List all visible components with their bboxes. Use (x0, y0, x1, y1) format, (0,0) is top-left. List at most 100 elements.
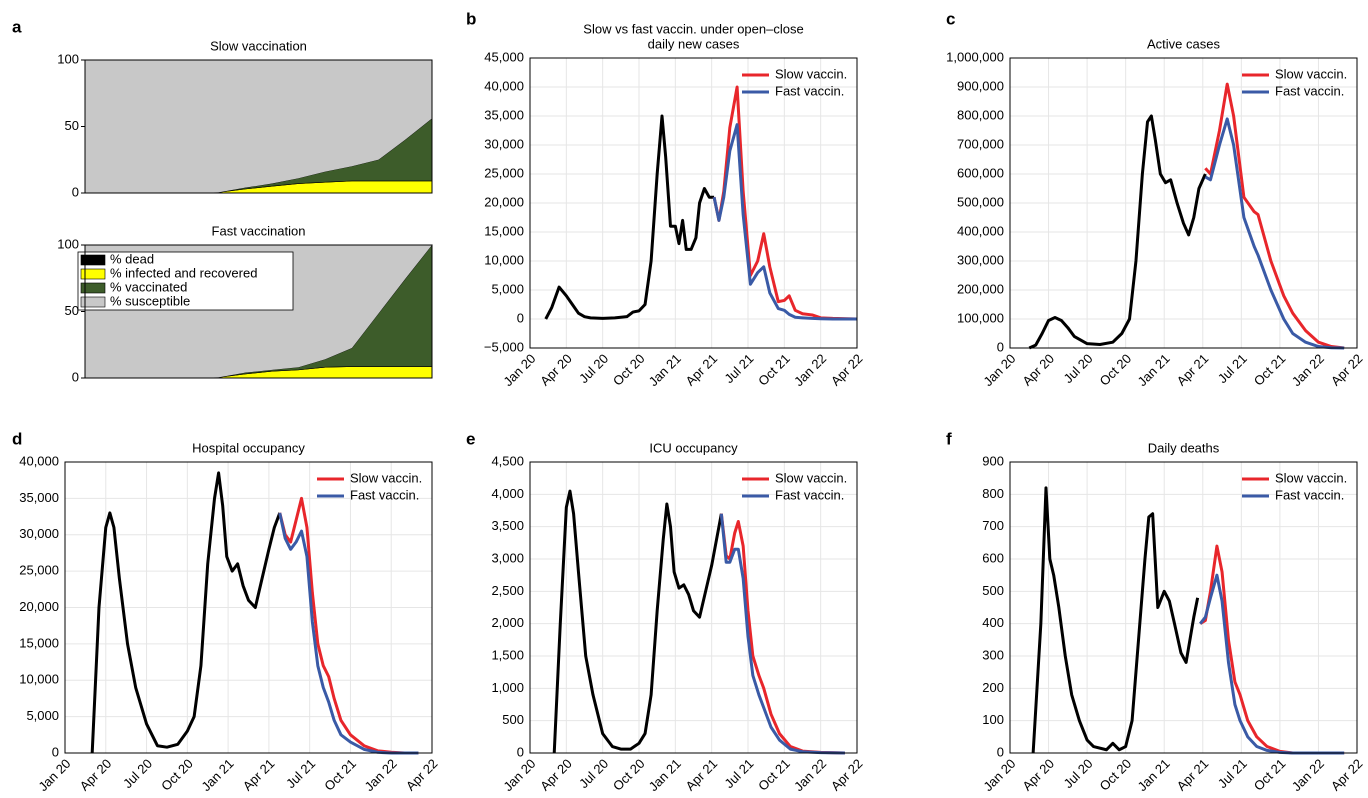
chart-subtitle: daily new cases (648, 36, 740, 51)
x-tick-label: Jul 20 (576, 351, 611, 386)
y-tick-label: 400 (982, 615, 1004, 630)
x-tick-label: Oct 21 (321, 756, 359, 794)
area-band (85, 60, 432, 193)
y-tick-label: −5,000 (484, 339, 524, 354)
x-tick-label: Jul 21 (721, 351, 756, 386)
y-tick-label: 100 (57, 236, 79, 251)
y-tick-label: 600,000 (957, 165, 1004, 180)
legend-label: Fast vaccin. (775, 487, 844, 502)
y-tick-label: 0 (517, 310, 524, 325)
x-tick-label: Apr 21 (1174, 756, 1212, 794)
y-tick-label: 4,000 (491, 486, 524, 501)
legend-label: Slow vaccin. (775, 66, 847, 81)
y-tick-label: 1,500 (491, 647, 524, 662)
x-tick-label: Apr 22 (1328, 351, 1366, 389)
chart-title: ICU occupancy (649, 440, 738, 455)
panel-letter: b (466, 9, 476, 28)
legend-label: % vaccinated (110, 279, 187, 294)
x-tick-label: Oct 21 (1251, 756, 1289, 794)
y-tick-label: 200 (982, 680, 1004, 695)
plot-frame (1009, 57, 1358, 349)
series-line (544, 114, 715, 320)
legend-swatch (80, 268, 106, 280)
legend-label: Fast vaccin. (1275, 487, 1344, 502)
x-tick-label: Jan 20 (500, 756, 538, 794)
x-tick-label: Jan 20 (980, 351, 1018, 389)
x-tick-label: Jan 20 (500, 351, 538, 389)
plot-frame (529, 57, 858, 349)
y-tick-label: 50 (65, 118, 79, 133)
x-tick-label: Oct 21 (755, 756, 793, 794)
y-tick-label: 100,000 (957, 310, 1004, 325)
y-tick-label: 2,500 (491, 583, 524, 598)
series-line (552, 489, 723, 754)
x-tick-label: Jul 20 (1061, 351, 1096, 386)
x-tick-label: Apr 22 (1328, 756, 1366, 794)
x-tick-label: Jan 22 (1289, 351, 1327, 389)
y-tick-label: 35,000 (484, 107, 524, 122)
series-line (719, 513, 845, 755)
x-tick-label: Apr 21 (683, 351, 721, 389)
x-tick-label: Jul 21 (1215, 351, 1250, 386)
y-tick-label: 0 (52, 744, 59, 759)
x-tick-label: Apr 20 (537, 756, 575, 794)
panel-letter: d (12, 429, 22, 448)
x-tick-label: Oct 21 (755, 351, 793, 389)
chart-title: Hospital occupancy (192, 440, 305, 455)
series-line (1204, 82, 1345, 350)
y-tick-label: 700,000 (957, 136, 1004, 151)
legend-label: % infected and recovered (110, 265, 257, 280)
x-tick-label: Jan 21 (646, 351, 684, 389)
y-tick-label: 1,000 (491, 680, 524, 695)
legend-label: % susceptible (110, 293, 190, 308)
x-tick-label: Oct 20 (1097, 756, 1135, 794)
y-tick-label: 40,000 (19, 453, 59, 468)
x-tick-label: Jan 22 (1289, 756, 1327, 794)
x-tick-label: Apr 20 (537, 351, 575, 389)
y-tick-label: 15,000 (484, 223, 524, 238)
x-tick-label: Jan 21 (1135, 756, 1173, 794)
chart-title: Slow vs fast vaccin. under open–close (583, 21, 803, 36)
x-tick-label: Oct 20 (158, 756, 196, 794)
chart-title: Slow vaccination (210, 38, 307, 53)
x-tick-label: Jul 21 (283, 756, 318, 791)
y-tick-label: 25,000 (484, 165, 524, 180)
series-line (1204, 117, 1345, 350)
y-tick-label: 500 (502, 712, 524, 727)
y-tick-label: 0 (997, 744, 1004, 759)
x-tick-label: Jan 22 (791, 756, 829, 794)
chart-title: Fast vaccination (212, 223, 306, 238)
y-tick-label: 40,000 (484, 78, 524, 93)
y-tick-label: 10,000 (484, 252, 524, 267)
series-line (1031, 486, 1200, 754)
y-tick-label: 100 (57, 51, 79, 66)
panel-letter: c (946, 9, 955, 28)
y-tick-label: 800,000 (957, 107, 1004, 122)
x-tick-label: Jan 21 (1135, 351, 1173, 389)
plot-frame (64, 461, 433, 754)
legend-swatch (80, 296, 106, 308)
x-tick-label: Oct 20 (610, 756, 648, 794)
chart-title: Active cases (1147, 36, 1220, 51)
x-tick-label: Oct 20 (1097, 351, 1135, 389)
y-tick-label: 30,000 (484, 136, 524, 151)
legend-label: Slow vaccin. (775, 470, 847, 485)
legend-label: Slow vaccin. (1275, 66, 1347, 81)
y-tick-label: 900,000 (957, 78, 1004, 93)
plot-frame (529, 461, 858, 754)
plot-frame (1009, 461, 1358, 754)
legend-label: Slow vaccin. (1275, 470, 1347, 485)
y-tick-label: 15,000 (19, 635, 59, 650)
y-tick-label: 4,500 (491, 453, 524, 468)
y-tick-label: 500 (982, 583, 1004, 598)
x-tick-label: Jan 20 (980, 756, 1018, 794)
y-tick-label: 100 (982, 712, 1004, 727)
y-tick-label: 400,000 (957, 223, 1004, 238)
y-tick-label: 3,500 (491, 518, 524, 533)
x-tick-label: Apr 22 (403, 756, 441, 794)
legend-label: Fast vaccin. (350, 487, 419, 502)
x-tick-label: Apr 20 (77, 756, 115, 794)
series-line (1199, 544, 1345, 755)
series-line (278, 496, 419, 755)
